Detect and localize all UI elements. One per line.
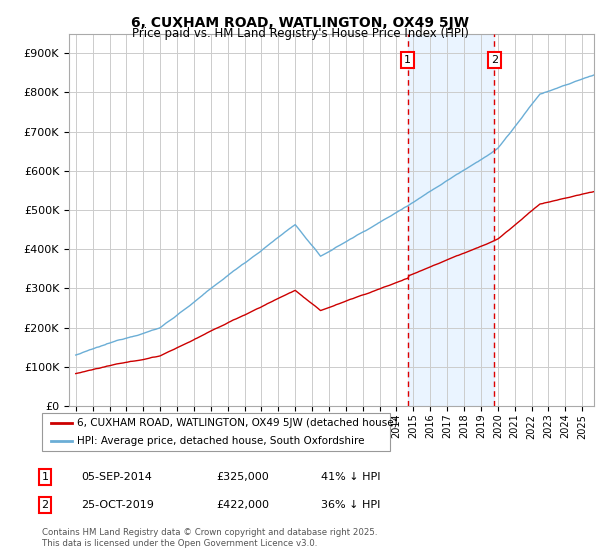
Text: 6, CUXHAM ROAD, WATLINGTON, OX49 5JW (detached house): 6, CUXHAM ROAD, WATLINGTON, OX49 5JW (de… <box>77 418 397 428</box>
Text: 41% ↓ HPI: 41% ↓ HPI <box>321 472 380 482</box>
Text: 2: 2 <box>491 55 498 64</box>
Text: 05-SEP-2014: 05-SEP-2014 <box>81 472 152 482</box>
Text: 1: 1 <box>41 472 49 482</box>
Text: Price paid vs. HM Land Registry's House Price Index (HPI): Price paid vs. HM Land Registry's House … <box>131 27 469 40</box>
Text: 25-OCT-2019: 25-OCT-2019 <box>81 500 154 510</box>
Text: £325,000: £325,000 <box>216 472 269 482</box>
Text: 2: 2 <box>41 500 49 510</box>
Text: £422,000: £422,000 <box>216 500 269 510</box>
Text: HPI: Average price, detached house, South Oxfordshire: HPI: Average price, detached house, Sout… <box>77 436 364 446</box>
FancyBboxPatch shape <box>42 413 390 451</box>
Text: 6, CUXHAM ROAD, WATLINGTON, OX49 5JW: 6, CUXHAM ROAD, WATLINGTON, OX49 5JW <box>131 16 469 30</box>
Bar <box>408 34 494 406</box>
Text: 1: 1 <box>404 55 412 64</box>
Text: Contains HM Land Registry data © Crown copyright and database right 2025.
This d: Contains HM Land Registry data © Crown c… <box>42 528 377 548</box>
Text: 36% ↓ HPI: 36% ↓ HPI <box>321 500 380 510</box>
